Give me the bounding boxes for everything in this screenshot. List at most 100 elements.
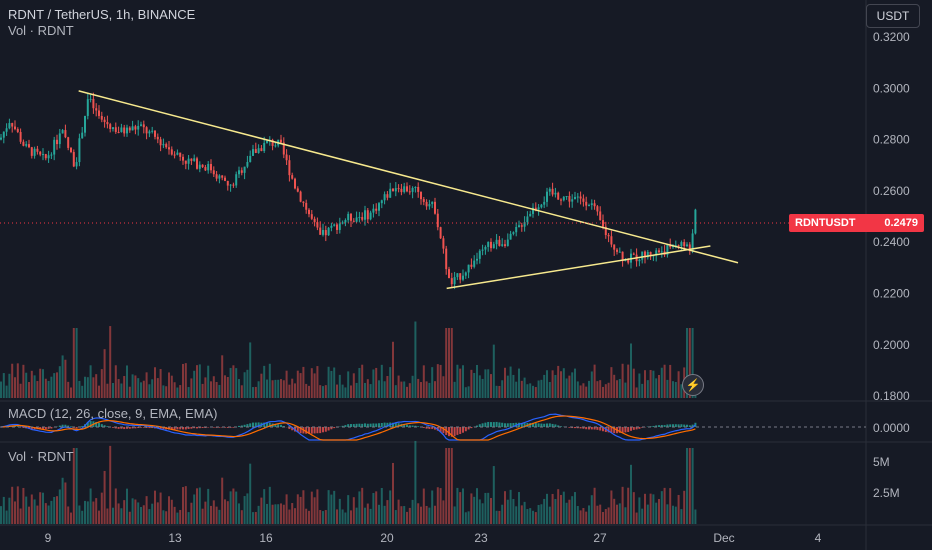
- macd-histogram-bar: [392, 422, 394, 427]
- candle-body: [431, 201, 434, 205]
- volume-bar: [649, 493, 652, 524]
- candle-body: [75, 162, 78, 167]
- candle-body: [173, 154, 176, 156]
- price-axis[interactable]: 0.3200 0.3000 0.2800 0.2600 0.2400 0.2200 0.20…: [873, 30, 910, 403]
- volume-bar: [252, 387, 254, 398]
- macd-histogram-bar: [546, 423, 548, 427]
- macd-histogram-bar: [543, 423, 546, 427]
- candle-body: [588, 204, 590, 206]
- price-axis-tick: 0.2200: [873, 287, 910, 301]
- volume-bar: [182, 487, 184, 524]
- volume-bar: [638, 373, 641, 398]
- volume-bar: [285, 494, 288, 524]
- candle-body: [302, 201, 305, 203]
- macd-histogram-bar: [537, 423, 540, 427]
- candle-body: [333, 224, 336, 226]
- candle-body: [428, 204, 431, 207]
- time-axis-tick: 13: [168, 531, 182, 545]
- volume-bar: [72, 328, 75, 398]
- candle-body: [33, 148, 36, 156]
- volume-bar: [644, 370, 646, 398]
- candle-body: [529, 213, 532, 217]
- candle-body: [30, 147, 33, 156]
- macd-histogram-bar: [299, 427, 302, 434]
- volume-bar: [89, 488, 92, 524]
- volume-bar: [470, 369, 473, 398]
- volume-bar: [193, 370, 196, 398]
- macd-histogram-bar: [551, 423, 554, 427]
- volume-bar: [630, 343, 632, 398]
- macd-histogram-bar: [173, 427, 176, 430]
- candle-body: [114, 127, 117, 132]
- macd-histogram-bar: [70, 426, 72, 427]
- volume-bar: [411, 375, 414, 398]
- volume-bar: [229, 491, 232, 524]
- currency-button[interactable]: USDT: [866, 4, 920, 28]
- lightning-icon[interactable]: ⚡: [682, 374, 704, 396]
- candle-body: [117, 131, 120, 133]
- volume-bar: [109, 445, 112, 524]
- volume-bar: [319, 510, 322, 524]
- volume-bar: [246, 369, 249, 398]
- volume-bar: [28, 506, 30, 524]
- trendlines[interactable]: [78, 90, 739, 290]
- volume-bar: [686, 328, 688, 398]
- macd-histogram-bar: [632, 427, 635, 430]
- volume-bar: [532, 385, 534, 398]
- candle-body: [274, 145, 277, 147]
- volume-bar: [238, 503, 240, 524]
- macd-histogram-bar: [470, 427, 473, 429]
- volume-bar: [249, 463, 252, 524]
- volume-bar: [282, 504, 285, 524]
- macd-histogram-bar: [532, 422, 534, 427]
- candle-body: [585, 201, 588, 206]
- macd-histogram-bar: [89, 421, 92, 427]
- volume-bar: [459, 492, 462, 524]
- volume-bar: [420, 382, 422, 398]
- candle-body: [436, 213, 439, 228]
- time-axis[interactable]: 9 13 16 20 23 27 Dec 4: [45, 531, 822, 545]
- trendline-lower[interactable]: [446, 245, 711, 290]
- volume-bar: [240, 510, 243, 524]
- volume-bar: [5, 385, 8, 398]
- volume-bar: [16, 363, 19, 398]
- candle-body: [504, 244, 506, 246]
- volume-bar: [504, 367, 506, 398]
- macd-histogram-bar: [380, 422, 383, 427]
- volume-bar: [249, 342, 252, 398]
- volume-bar: [238, 379, 240, 398]
- volume-bar: [42, 492, 44, 524]
- volume-bar: [266, 379, 268, 398]
- macd-histogram-bar: [232, 427, 235, 428]
- macd-histogram-bar: [512, 423, 515, 427]
- volume-bar: [526, 509, 529, 524]
- volume-bar: [526, 384, 529, 398]
- volume-bar: [151, 379, 154, 398]
- volume-bar: [361, 364, 364, 398]
- volume-bar: [341, 384, 344, 398]
- volume-bar: [182, 363, 184, 398]
- candle-body: [582, 198, 585, 202]
- trendline-upper[interactable]: [78, 90, 739, 264]
- volume-bar: [14, 377, 16, 398]
- price-axis-tick: 0.2800: [873, 133, 910, 147]
- volume-bar: [268, 363, 271, 398]
- candle-body: [224, 177, 226, 181]
- candle-body: [616, 249, 618, 252]
- volume-bar: [33, 375, 36, 398]
- volume-bar: [355, 382, 358, 398]
- volume-bar: [663, 487, 666, 524]
- candle-body: [411, 187, 414, 192]
- macd-histogram-bar: [252, 422, 254, 427]
- candle-body: [36, 148, 39, 152]
- volume-bar: [386, 500, 389, 524]
- macd-histogram-bar: [476, 425, 478, 427]
- candle-body: [25, 144, 28, 146]
- candle-body: [168, 147, 170, 150]
- macd-histogram-bar: [501, 422, 504, 427]
- volume-bar: [170, 375, 173, 398]
- volume-bar: [140, 507, 142, 524]
- volume-bar: [652, 494, 655, 524]
- volume-bar: [134, 499, 137, 524]
